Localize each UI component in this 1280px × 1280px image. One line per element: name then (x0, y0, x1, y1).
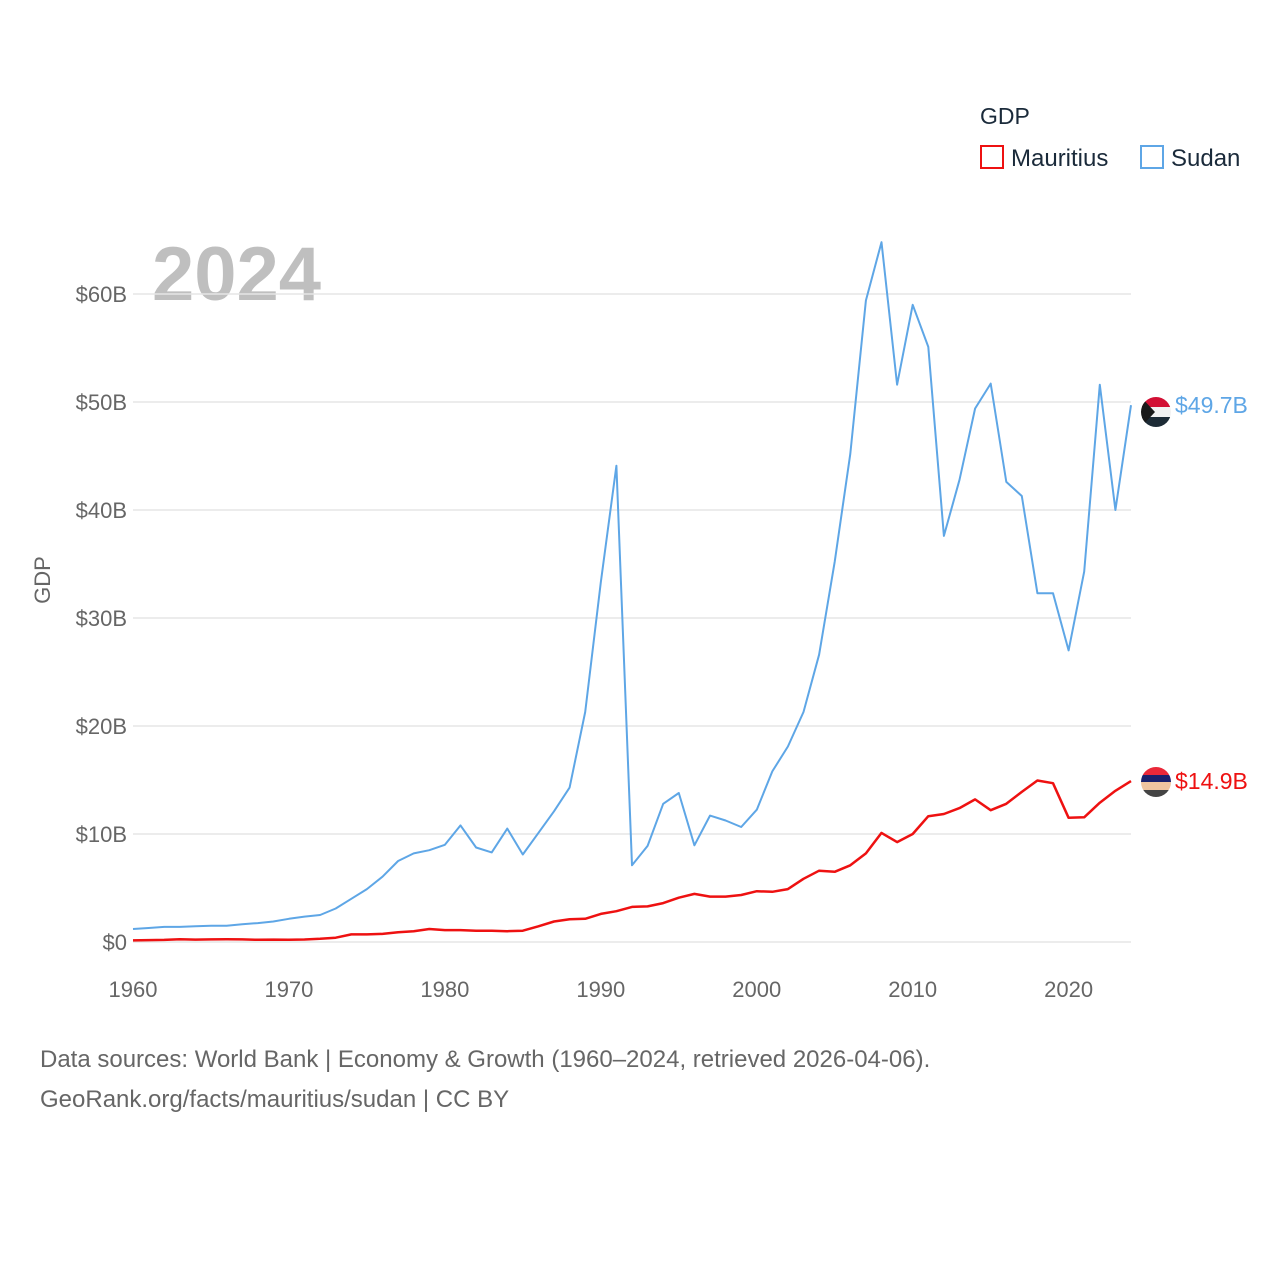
end-value-label-mauritius: $14.9B (1175, 768, 1248, 794)
x-tick-label: 1990 (576, 977, 625, 1002)
sudan-flag-icon (1141, 397, 1171, 427)
year-watermark: 2024 (152, 232, 321, 317)
y-tick-label: $60B (76, 282, 127, 307)
footer: Data sources: World Bank | Economy & Gro… (40, 1040, 1240, 1120)
x-tick-label: 2020 (1044, 977, 1093, 1002)
y-tick-label: $20B (76, 714, 127, 739)
legend-swatch-sudan[interactable] (1140, 145, 1164, 169)
x-axis-ticks: 1960 1970 1980 1990 2000 2010 2020 (109, 977, 1094, 1002)
x-tick-label: 1960 (109, 977, 158, 1002)
legend-label-mauritius[interactable]: Mauritius (1011, 145, 1108, 172)
series-line-sudan[interactable] (132, 241, 1132, 930)
y-tick-label: $30B (76, 606, 127, 631)
x-tick-label: 1980 (420, 977, 469, 1002)
data-source-text: Data sources: World Bank | Economy & Gro… (40, 1046, 931, 1073)
series-lines (132, 241, 1132, 942)
y-axis-ticks: $0 $10B $20B $30B $40B $50B $60B (76, 282, 127, 955)
y-tick-label: $10B (76, 822, 127, 847)
end-value-label-sudan: $49.7B (1175, 392, 1248, 418)
grid-lines (133, 293, 1131, 943)
legend-label-sudan[interactable]: Sudan (1171, 145, 1240, 172)
legend-swatch-mauritius[interactable] (980, 145, 1004, 169)
y-axis-label: GDP (30, 556, 55, 604)
x-tick-label: 2000 (732, 977, 781, 1002)
mauritius-flag-icon (1141, 767, 1171, 797)
y-tick-label: $50B (76, 390, 127, 415)
end-labels: $14.9B $49.7B (1175, 392, 1248, 794)
gdp-line-chart: GDP Mauritius Sudan 2024 GDP $0$10B$20B$… (30, 103, 1248, 1002)
y-tick-label: $0 (103, 930, 127, 955)
x-tick-label: 2010 (888, 977, 937, 1002)
legend-title: GDP (980, 103, 1030, 129)
x-tick-label: 1970 (264, 977, 313, 1002)
y-tick-label: $40B (76, 498, 127, 523)
series-line-mauritius[interactable] (132, 779, 1132, 942)
attribution-link[interactable]: GeoRank.org/facts/mauritius/sudan | CC B… (40, 1086, 510, 1113)
